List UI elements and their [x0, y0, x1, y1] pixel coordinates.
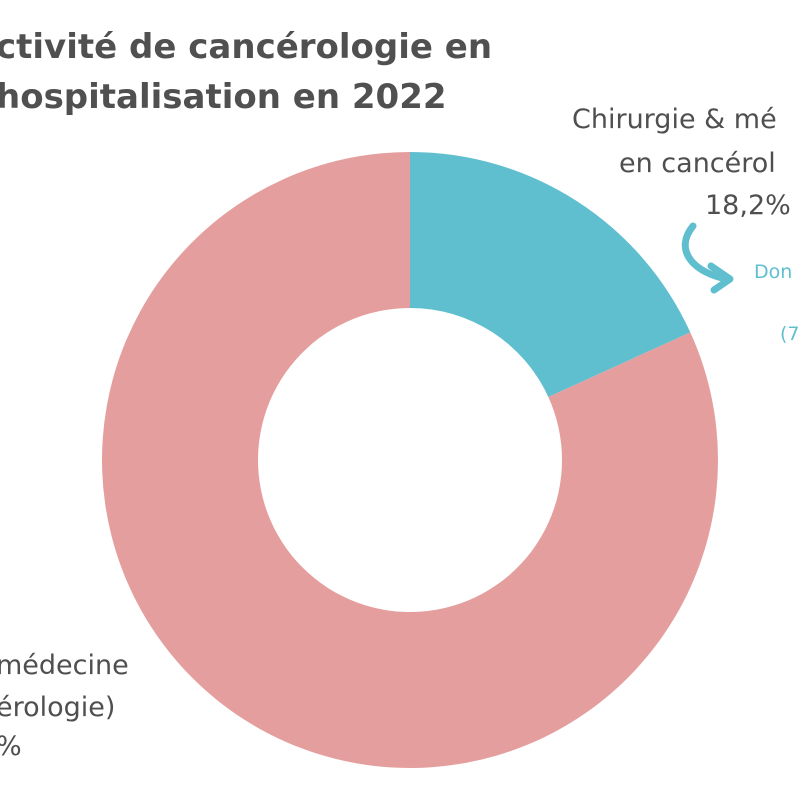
chart-title-line-2: hospitalisation en 2022	[0, 77, 447, 117]
donut-slice-other	[101, 152, 718, 768]
donut-slices	[101, 152, 718, 768]
annotation-text-line-1: Don	[754, 261, 792, 283]
slice-label-cancer-line-1: Chirurgie & mé	[572, 104, 777, 135]
slice-label-other-line-1: médecine	[0, 650, 129, 681]
slice-value-other: %	[0, 731, 22, 762]
slice-value-cancer: 18,2%	[705, 190, 791, 221]
annotation-text-line-2: (7	[780, 323, 800, 345]
slice-label-other-line-2: érologie)	[0, 692, 115, 723]
slice-label-cancer-line-2: en cancérol	[619, 148, 776, 179]
chart-title-line-1: ctivité de cancérologie en	[0, 27, 492, 67]
curved-arrow-icon	[681, 222, 734, 294]
donut-slice-cancer	[410, 152, 691, 398]
